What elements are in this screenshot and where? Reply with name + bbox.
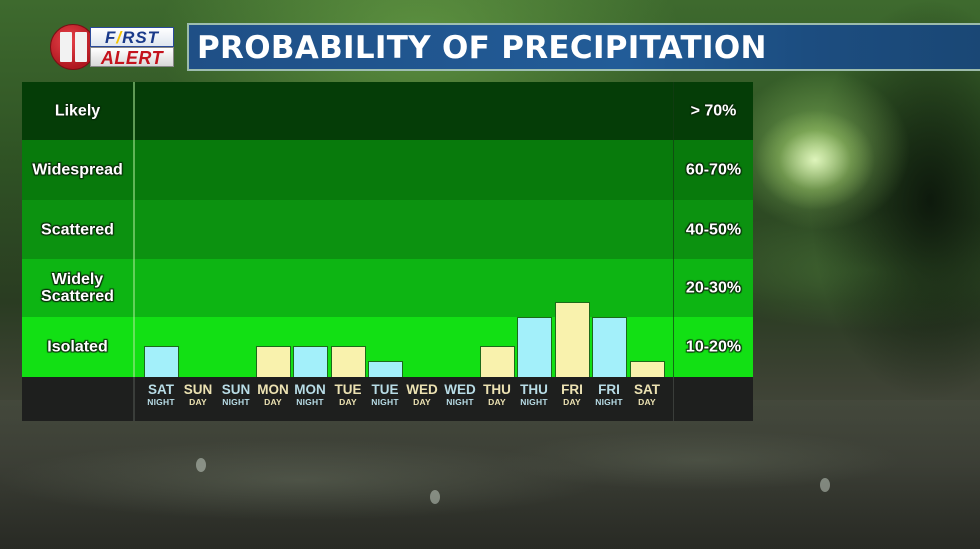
x-axis-label-row xyxy=(22,377,753,421)
x-label: WED DAY xyxy=(406,382,438,407)
x-label: MON DAY xyxy=(257,382,289,407)
bar-sat-night xyxy=(144,346,179,377)
band-range: 60-70% xyxy=(685,161,742,179)
band-label: Widespread xyxy=(32,161,123,179)
logo-wordmark: F/RST ALERT xyxy=(90,27,174,68)
logo-alert-text: ALERT xyxy=(90,47,174,68)
column-divider xyxy=(133,82,135,421)
band-range: 10-20% xyxy=(685,338,742,356)
bar-mon-night xyxy=(293,346,328,377)
x-label: SUN NIGHT xyxy=(221,382,251,407)
x-label: THU NIGHT xyxy=(520,382,548,407)
page-title: PROBABILITY OF PRECIPITATION xyxy=(197,30,767,66)
rain-splash xyxy=(430,490,440,504)
bar-sat-day xyxy=(630,361,665,377)
rain-splash xyxy=(196,458,206,472)
logo-eleven-icon xyxy=(60,32,88,62)
band-label: Likely xyxy=(54,102,101,120)
logo-red-circle xyxy=(50,24,96,70)
band-range: 20-30% xyxy=(685,279,742,297)
band-label: Isolated xyxy=(47,338,108,356)
bar-thu-day xyxy=(480,346,515,377)
x-label: SAT NIGHT xyxy=(147,382,175,407)
x-label: SUN DAY xyxy=(183,382,213,407)
column-divider xyxy=(673,377,674,421)
x-label: MON NIGHT xyxy=(294,382,326,407)
column-divider xyxy=(133,377,135,421)
bar-tue-day xyxy=(331,346,366,377)
x-label: SAT DAY xyxy=(634,382,660,407)
x-label: FRI NIGHT xyxy=(595,382,623,407)
band-likely: Likely > 70% xyxy=(22,82,753,140)
logo-first-text: F/RST xyxy=(90,27,174,47)
bar-fri-night xyxy=(592,317,627,377)
x-label: WED NIGHT xyxy=(444,382,476,407)
x-label: FRI DAY xyxy=(561,382,583,407)
bar-mon-day xyxy=(256,346,291,377)
first-alert-logo: F/RST ALERT xyxy=(48,22,176,72)
bar-thu-night xyxy=(517,317,552,377)
x-label: THU DAY xyxy=(483,382,511,407)
rain-splash xyxy=(820,478,830,492)
band-widespread: Widespread 60-70% xyxy=(22,140,753,200)
band-label: Scattered xyxy=(41,221,114,238)
column-divider xyxy=(673,82,674,421)
background-wet-pavement xyxy=(0,400,980,549)
x-label: TUE NIGHT xyxy=(371,382,399,407)
band-label: Widely Scattered xyxy=(41,271,114,305)
band-widely-scattered: Widely Scattered 20-30% xyxy=(22,259,753,317)
band-scattered: Scattered 40-50% xyxy=(22,200,753,259)
precipitation-chart: Likely > 70% Widespread 60-70% Scattered… xyxy=(22,82,753,421)
bar-fri-day xyxy=(555,302,590,377)
bar-tue-night xyxy=(368,361,403,377)
band-range: > 70% xyxy=(690,102,737,120)
title-bar: PROBABILITY OF PRECIPITATION xyxy=(187,23,980,71)
band-range: 40-50% xyxy=(685,221,742,238)
x-label: TUE DAY xyxy=(334,382,362,407)
